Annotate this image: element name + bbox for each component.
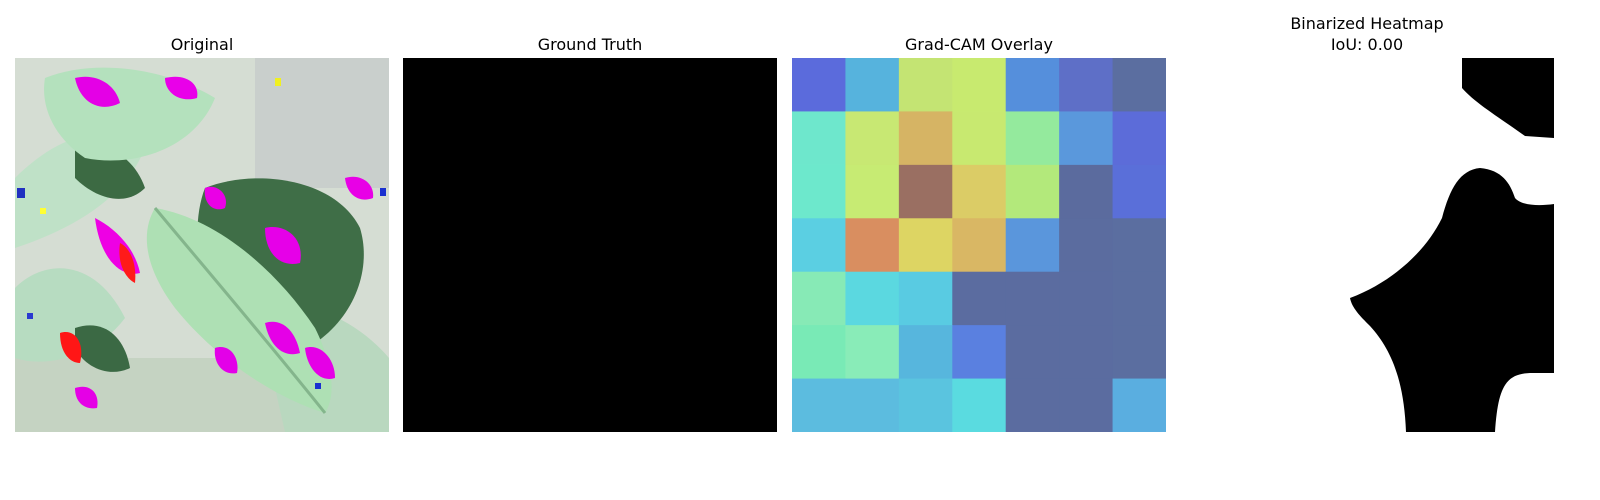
heatmap-cell: [898, 378, 953, 432]
heatmap-cell: [898, 218, 953, 273]
heatmap-cell: [1112, 378, 1166, 432]
heatmap-cell: [952, 111, 1007, 166]
binarized-title-line1: Binarized Heatmap: [1290, 14, 1444, 33]
heatmap-cell: [952, 218, 1007, 273]
heatmap-cell: [898, 111, 953, 166]
heatmap-cell: [1005, 271, 1060, 326]
heatmap-cell: [792, 218, 846, 273]
heatmap-cell: [792, 164, 846, 219]
heatmap-cell: [792, 325, 846, 380]
ground-truth-title: Ground Truth: [537, 35, 643, 54]
heatmap-cell: [898, 164, 953, 219]
iou-label: IoU: 0.00: [1330, 35, 1404, 54]
original-image: [15, 58, 389, 432]
heatmap-cell: [845, 218, 900, 273]
heatmap-cell: [845, 111, 900, 166]
heatmap-cell: [898, 58, 953, 112]
gradcam-overlay: [792, 58, 1166, 432]
binarized-title: Binarized Heatmap IoU: 0.00: [1180, 13, 1554, 55]
heatmap-cell: [792, 58, 846, 112]
heatmap-cell: [952, 58, 1007, 112]
heatmap-cell: [792, 111, 846, 166]
heatmap-cell: [1059, 271, 1114, 326]
heatmap-cell: [845, 164, 900, 219]
heatmap-cell: [1059, 218, 1114, 273]
heatmap-cell: [1059, 111, 1114, 166]
heatmap-cell: [845, 378, 900, 432]
heatmap-cell: [1005, 58, 1060, 112]
heatmap-cell: [1059, 58, 1114, 112]
heatmap-cell: [1005, 164, 1060, 219]
heatmap-cell: [952, 164, 1007, 219]
heatmap-cell: [898, 271, 953, 326]
heatmap-cell: [952, 325, 1007, 380]
heatmap-cell: [1112, 164, 1166, 219]
heatmap-cell: [845, 325, 900, 380]
heatmap-cell: [1112, 271, 1166, 326]
heatmap-cell: [845, 58, 900, 112]
heatmap-cell: [1059, 325, 1114, 380]
heatmap-cell: [1005, 111, 1060, 166]
overlay-title: Grad-CAM Overlay: [905, 35, 1053, 54]
heatmap-cell: [1112, 325, 1166, 380]
heatmap-cell: [1059, 164, 1114, 219]
heatmap-cell: [845, 271, 900, 326]
binarized-heatmap: [1180, 58, 1554, 432]
original-title: Original: [170, 35, 234, 54]
heatmap-cell: [1112, 58, 1166, 112]
heatmap-cell: [1005, 378, 1060, 432]
gradcam-grid: [792, 58, 1166, 432]
heatmap-cell: [898, 325, 953, 380]
ground-truth-mask: [403, 58, 777, 432]
heatmap-cell: [1005, 218, 1060, 273]
heatmap-cell: [792, 378, 846, 432]
heatmap-cell: [952, 271, 1007, 326]
heatmap-cell: [1112, 111, 1166, 166]
heatmap-cell: [792, 271, 846, 326]
heatmap-cell: [952, 378, 1007, 432]
heatmap-cell: [1059, 378, 1114, 432]
heatmap-cell: [1005, 325, 1060, 380]
heatmap-cell: [1112, 218, 1166, 273]
